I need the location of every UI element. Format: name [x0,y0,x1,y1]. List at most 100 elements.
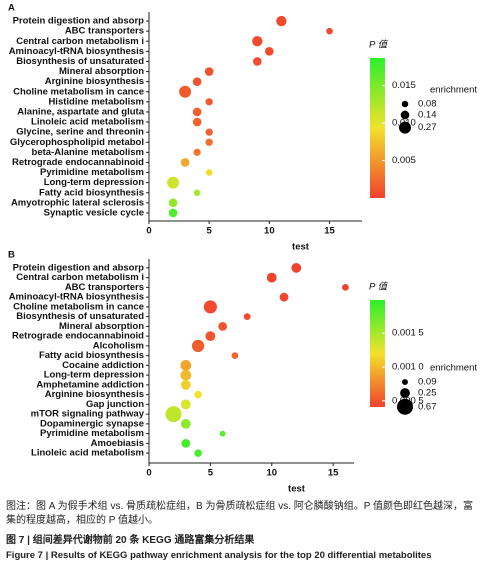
bubble [194,390,202,399]
category-label: Biosynthesis of unsaturated [16,56,144,67]
bubble [167,176,180,189]
size-legend-dot [402,379,408,385]
category-label: Aminoacyl-tRNA biosynthesis [9,46,144,57]
bubble [194,449,202,457]
bubble [326,27,333,35]
x-tick-label: 5 [207,226,213,237]
x-tick-label: 10 [266,468,277,479]
bubble [168,198,178,208]
colorbar-tick-label: 0.001 0 [392,362,424,373]
category-label: Dopaminergic synapse [40,418,144,429]
size-legend-label: 0.09 [418,377,437,388]
x-axis-title: test [288,484,306,495]
bubble [180,379,191,390]
x-tick-label: 10 [264,226,275,237]
size-legend-dot [400,110,410,120]
category-label: Pyrimidine metabolism [40,428,144,439]
category-label: Linoleic acid metabolism [31,117,144,128]
category-label: Mineral absorption [59,66,144,77]
bubble [266,272,277,283]
bubble [204,67,214,76]
bubble [279,292,289,302]
category-label: Alanine, aspartate and gluta [17,106,144,117]
category-label: Central carbon metabolism i [16,272,144,283]
bubble [219,430,226,437]
category-label: Aminoacyl-tRNA biosynthesis [9,292,144,303]
category-label: Glycine, serine and threonin [16,127,144,138]
bubble [243,313,251,321]
bubble [181,439,191,448]
size-legend-label: 0.14 [418,110,437,121]
category-label: Synaptic vesicle cycle [44,207,144,218]
category-label: Mineral absorption [59,321,144,332]
x-tick-label: 15 [328,468,339,479]
category-label: beta-Alanine metabolism [32,147,144,158]
colorbar [370,58,385,198]
size-legend-title: enrichment [430,363,477,374]
bubble [218,322,228,331]
category-label: Alcoholism [93,340,144,351]
category-label: Protein digestion and absorp [13,262,145,273]
category-label: ABC transporters [65,26,144,37]
x-tick-label: 15 [324,226,335,237]
category-label: Cocaine addiction [62,360,144,371]
bubble [265,47,274,56]
bubble [192,77,202,86]
category-label: Long-term depression [44,370,144,381]
color-legend-title: P 值 [369,282,389,293]
bubble [205,169,213,176]
bubble [191,339,205,353]
category-label: Histidine metabolism [48,96,144,107]
size-legend-label: 0.27 [418,122,437,133]
category-label: Arginine biosynthesis [45,76,144,87]
bubble [165,406,182,423]
bubble [168,208,178,218]
size-legend-dot [400,388,410,398]
category-label: Pyrimidine metabolism [40,167,144,178]
bubble [179,85,192,98]
bubble [192,107,202,117]
bubble [180,418,191,429]
category-label: Fatty acid biosynthesis [39,187,144,198]
category-label: Amphetamine addiction [36,379,144,390]
size-legend-label: 0.25 [418,388,437,399]
x-tick-label: 5 [208,468,214,479]
bubble [180,369,192,381]
bubble [193,148,201,157]
bubble [193,189,201,197]
x-tick-label: 0 [146,226,151,237]
bubble [291,262,302,273]
bubble [180,158,190,167]
size-legend-label: 0.67 [418,401,437,412]
colorbar-tick-label: 0.005 [392,155,416,166]
category-label: Long-term depression [44,177,144,188]
bubble [203,300,217,314]
category-label: Amoebiasis [91,438,144,449]
category-label: Glycerophospholipid metabol [10,137,144,148]
category-label: Retrograde endocannabinoid [12,157,144,168]
bubble [252,36,263,47]
bubble [205,138,213,146]
category-label: Retrograde endocannabinoid [12,331,144,342]
size-legend-label: 0.08 [418,99,437,110]
category-label: mTOR signaling pathway [31,409,145,420]
color-legend-title: P 值 [369,40,389,51]
category-label: Arginine biosynthesis [45,389,144,400]
size-legend-title: enrichment [430,85,477,96]
bubble [231,352,239,360]
colorbar-tick-label: 0.001 5 [392,328,424,339]
bubble [252,57,262,66]
category-label: Fatty acid biosynthesis [39,350,144,361]
bubble [205,331,216,342]
x-axis-title: test [292,242,310,253]
colorbar-tick-label: 0.015 [392,80,416,91]
bubble [205,98,213,106]
bubble [276,15,287,27]
bubble [180,399,191,410]
category-label: Linoleic acid metabolism [31,448,144,459]
category-label: Gap junction [86,399,144,410]
category-label: Amyotrophic lateral sclerosis [11,197,144,208]
category-label: ABC transporters [65,282,144,293]
